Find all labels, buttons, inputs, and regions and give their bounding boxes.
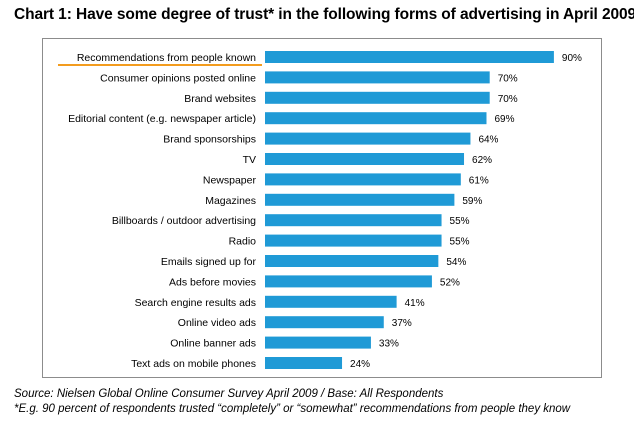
bar <box>265 336 371 349</box>
value-label: 37% <box>392 318 412 329</box>
bar <box>265 132 471 145</box>
value-label: 52% <box>440 277 460 288</box>
category-label: Search engine results ads <box>135 297 256 309</box>
category-label: Online banner ads <box>170 338 256 350</box>
category-label: Billboards / outdoor advertising <box>112 215 256 227</box>
bar <box>265 295 397 308</box>
value-label: 61% <box>469 175 489 186</box>
category-label: Ads before movies <box>169 276 256 288</box>
bar <box>265 91 490 104</box>
value-label: 64% <box>478 135 498 146</box>
category-label: Text ads on mobile phones <box>131 358 256 370</box>
value-label: 59% <box>462 196 482 207</box>
bar <box>265 214 442 227</box>
category-label: TV <box>243 154 256 166</box>
bar <box>265 193 455 206</box>
source-note: Source: Nielsen Global Online Consumer S… <box>14 388 444 400</box>
category-label: Emails signed up for <box>161 256 257 268</box>
bar <box>265 234 442 247</box>
bar <box>265 357 343 369</box>
footnote: *E.g. 90 percent of respondents trusted … <box>14 403 571 415</box>
value-label: 41% <box>405 298 425 309</box>
value-label: 55% <box>450 216 470 227</box>
value-label: 62% <box>472 155 492 166</box>
category-label: Brand websites <box>184 93 256 105</box>
value-label: 70% <box>498 73 518 84</box>
value-label: 24% <box>350 359 370 370</box>
bar <box>265 173 461 186</box>
bar <box>265 51 554 63</box>
category-label: Magazines <box>205 195 256 207</box>
category-label: Recommendations from people known <box>77 52 256 64</box>
chart-frame <box>42 38 602 378</box>
value-label: 69% <box>494 114 514 125</box>
value-label: 70% <box>498 94 518 105</box>
value-label: 55% <box>450 237 470 248</box>
chart-title: Chart 1: Have some degree of trust* in t… <box>14 6 634 23</box>
bar <box>265 255 439 267</box>
category-label: Editorial content (e.g. newspaper articl… <box>68 113 256 125</box>
bar <box>265 316 384 329</box>
category-label: Consumer opinions posted online <box>100 72 256 84</box>
category-label: Radio <box>229 236 257 248</box>
bar <box>265 153 465 165</box>
category-label: Online video ads <box>178 317 256 329</box>
value-label: 33% <box>379 339 399 350</box>
value-label: 90% <box>562 53 582 64</box>
bar <box>265 71 490 84</box>
category-label: Newspaper <box>203 174 257 186</box>
value-label: 54% <box>446 257 466 268</box>
bar <box>265 275 432 288</box>
category-label: Brand sponsorships <box>163 134 256 146</box>
bar <box>265 112 487 125</box>
